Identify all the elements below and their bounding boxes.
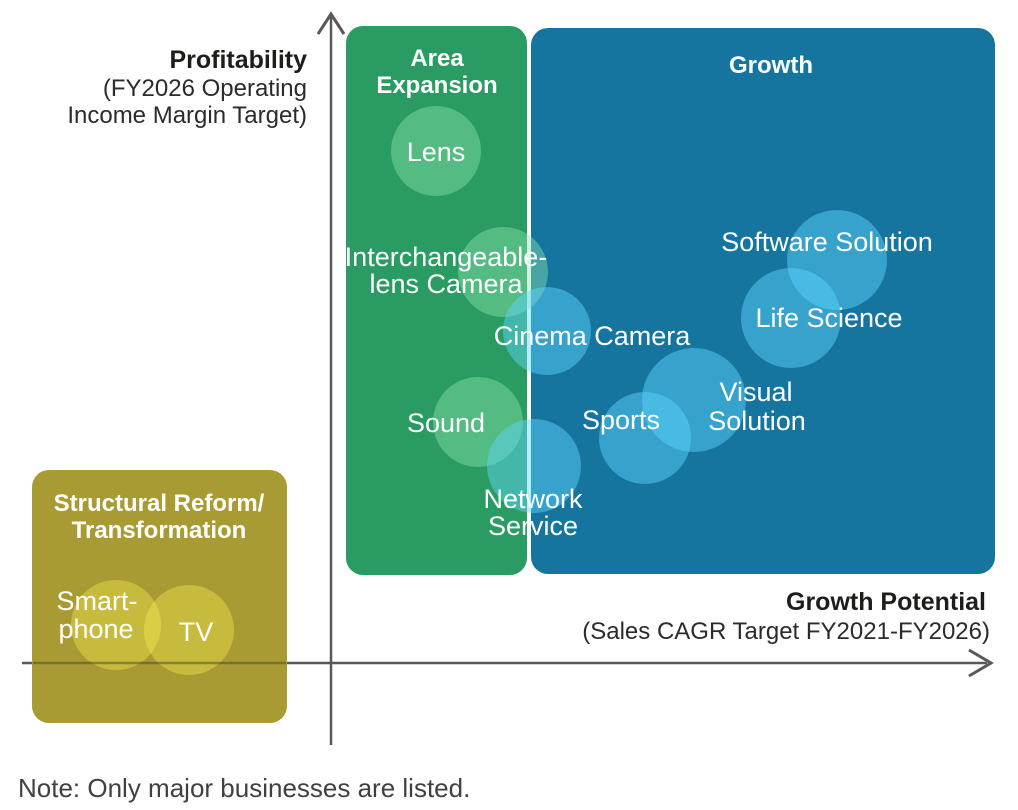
region-structural-reform-title-line2: Transformation [72,517,247,544]
bubble-lens-label: Lens [407,137,466,167]
bubble-software-solution-label: Software Solution [721,227,933,257]
bubble-sports-label: Sports [582,405,660,435]
bubble-network-service-label-line1: Network [483,484,583,514]
bubble-smartphone [71,580,161,670]
bubble-interchangeable-lens-camera [458,227,548,317]
bubble-cinema-camera-label: Cinema Camera [494,321,692,351]
bubble-interchangeable-label-line2: lens Camera [369,269,523,299]
region-area-expansion [346,26,527,575]
x-axis-subtitle: (Sales CAGR Target FY2021-FY2026) [582,618,990,645]
region-structural-reform [32,470,287,723]
y-axis-title: Profitability [169,46,307,74]
bubble-sports [599,392,691,484]
footnote: Note: Only major businesses are listed. [18,773,470,803]
bubble-smartphone-label-line1: Smart- [57,586,138,616]
region-area-expansion-title-line1: Area [410,45,464,72]
regions [32,26,995,723]
region-structural-reform-title-line1: Structural Reform/ [54,490,265,517]
bubble-tv [144,585,234,675]
bubble-lens [391,106,481,196]
bubble-tv-label: TV [179,617,214,647]
bubble-network-service-label-line2: Service [488,511,578,541]
region-growth-title: Growth [729,52,813,79]
y-axis-arrow-icon [316,11,346,35]
bubble-interchangeable-label-line1: Interchangeable- [345,242,548,272]
bubble-life-science [741,268,841,368]
bubbles [71,106,887,675]
bubble-sound-label: Sound [407,408,485,438]
bubble-cinema-camera [503,287,591,375]
bubble-visual-solution-label-line1: Visual [719,377,792,407]
axis-labels: Profitability (FY2026 Operating Income M… [67,46,990,645]
bubble-labels: Lens Interchangeable- lens Camera Cinema… [57,137,933,647]
bubble-smartphone-label-line2: phone [58,614,133,644]
bubble-visual-solution [642,348,746,452]
x-axis-arrow-icon [968,648,994,678]
region-growth [531,28,995,574]
bubble-sound [433,377,523,467]
x-axis-title: Growth Potential [786,588,986,616]
region-area-expansion-title-line2: Expansion [376,72,497,99]
bubble-visual-solution-label-line2: Solution [708,406,806,436]
bubble-network-service [487,419,581,513]
y-axis-subtitle-line2: Income Margin Target) [67,102,307,129]
bubble-life-science-label: Life Science [755,303,902,333]
region-titles: Area Expansion Growth Structural Reform/… [54,45,813,544]
y-axis-subtitle-line1: (FY2026 Operating [103,75,307,102]
bubble-software-solution [787,210,887,310]
